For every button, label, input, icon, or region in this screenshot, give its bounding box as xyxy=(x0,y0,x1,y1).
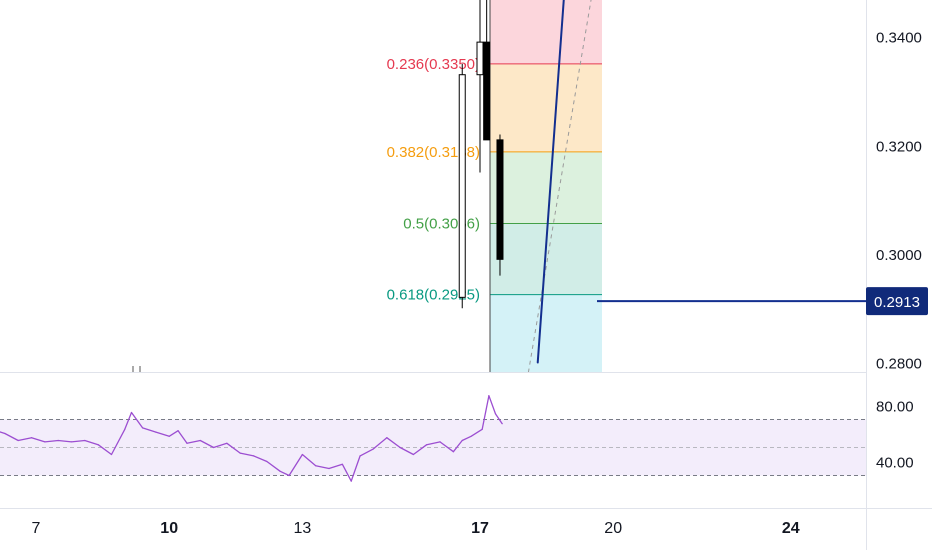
rsi-point xyxy=(84,439,86,442)
rsi-point xyxy=(279,470,281,472)
rsi-point xyxy=(17,439,19,442)
rsi-point xyxy=(266,460,268,463)
price-tick-label: 0.3000 xyxy=(876,247,922,264)
rsi-point xyxy=(70,441,73,443)
rsi-point xyxy=(315,465,317,467)
rsi-point xyxy=(130,411,133,414)
time-tick-label: 20 xyxy=(604,520,622,537)
time-tick-label: 24 xyxy=(782,520,800,537)
fib-zone-1 xyxy=(490,63,602,152)
rsi-point xyxy=(110,453,113,456)
rsi-point xyxy=(461,439,463,442)
rsi-point xyxy=(97,444,99,446)
rsi-point xyxy=(399,446,401,449)
drawing-annotations[interactable] xyxy=(536,0,866,364)
fib-level-label: 0.382(0.3188) xyxy=(387,144,480,161)
rsi-point xyxy=(199,439,201,442)
rsi-point xyxy=(239,452,241,454)
candle-body xyxy=(476,41,484,76)
time-tick-label: 13 xyxy=(294,520,312,537)
candle-body xyxy=(496,139,504,260)
rsi-point xyxy=(226,442,228,444)
fib-level-label: 0.5(0.3056) xyxy=(403,215,480,232)
rsi-point xyxy=(501,423,503,425)
price-tick-label: 0.3200 xyxy=(876,138,922,155)
rsi-point xyxy=(141,427,144,429)
rsi-point xyxy=(494,413,497,415)
fib-level-label: 0.236(0.3350) xyxy=(387,56,480,73)
rsi-point xyxy=(168,435,170,437)
arrow-up-small-shaft[interactable] xyxy=(536,0,567,364)
candle-body xyxy=(458,74,466,298)
candle-body xyxy=(483,41,491,141)
candles xyxy=(458,0,504,309)
rsi-point xyxy=(359,455,361,457)
rsi-point xyxy=(124,428,126,430)
fib-level-label: 0.786(0.2738) xyxy=(387,388,480,405)
rsi-point xyxy=(328,467,330,470)
rsi-point xyxy=(439,441,441,443)
time-tick-label: 10 xyxy=(160,520,178,537)
rsi-point xyxy=(30,437,33,439)
rsi-point xyxy=(44,441,46,443)
rsi-point xyxy=(177,430,179,432)
fib-level-label: 0.618(0.2925) xyxy=(387,287,480,304)
fib-zone-2 xyxy=(490,151,602,224)
time-tick-label: 17 xyxy=(471,520,489,537)
rsi-tick-label: 80.00 xyxy=(876,399,914,416)
rsi-point xyxy=(186,442,188,444)
fibonacci-retracement[interactable]: 0(0.3613)0.236(0.3350)0.382(0.3188)0.5(0… xyxy=(387,0,605,405)
rsi-point xyxy=(488,395,490,397)
rsi-indicator-pane xyxy=(0,395,866,482)
price-tick-label: 0.3400 xyxy=(876,30,922,47)
rsi-point xyxy=(341,463,343,465)
rsi-point xyxy=(481,428,483,430)
fib-zone-4 xyxy=(490,294,602,372)
current-price-badge xyxy=(866,287,928,316)
rsi-point xyxy=(155,431,157,433)
rsi-point xyxy=(412,453,414,456)
rsi-point xyxy=(372,448,375,450)
rsi-point xyxy=(4,432,6,435)
rsi-point xyxy=(57,439,59,442)
time-tick-label: 7 xyxy=(32,520,41,537)
rsi-point xyxy=(213,446,215,449)
rsi-point xyxy=(288,474,290,477)
rsi-tick-label: 40.00 xyxy=(876,455,914,472)
fib-zone-0 xyxy=(490,0,602,64)
rsi-point xyxy=(301,453,303,456)
rsi-point xyxy=(426,444,428,446)
rsi-point xyxy=(386,437,388,439)
rsi-point xyxy=(452,451,454,453)
fib-trend-dashed-line[interactable] xyxy=(524,0,604,396)
rsi-point xyxy=(252,455,255,457)
rsi-point xyxy=(350,480,352,482)
rsi-point xyxy=(470,435,472,437)
price-tick-label: 0.2800 xyxy=(876,356,922,373)
current-price-label: 0.2913 xyxy=(874,294,920,311)
